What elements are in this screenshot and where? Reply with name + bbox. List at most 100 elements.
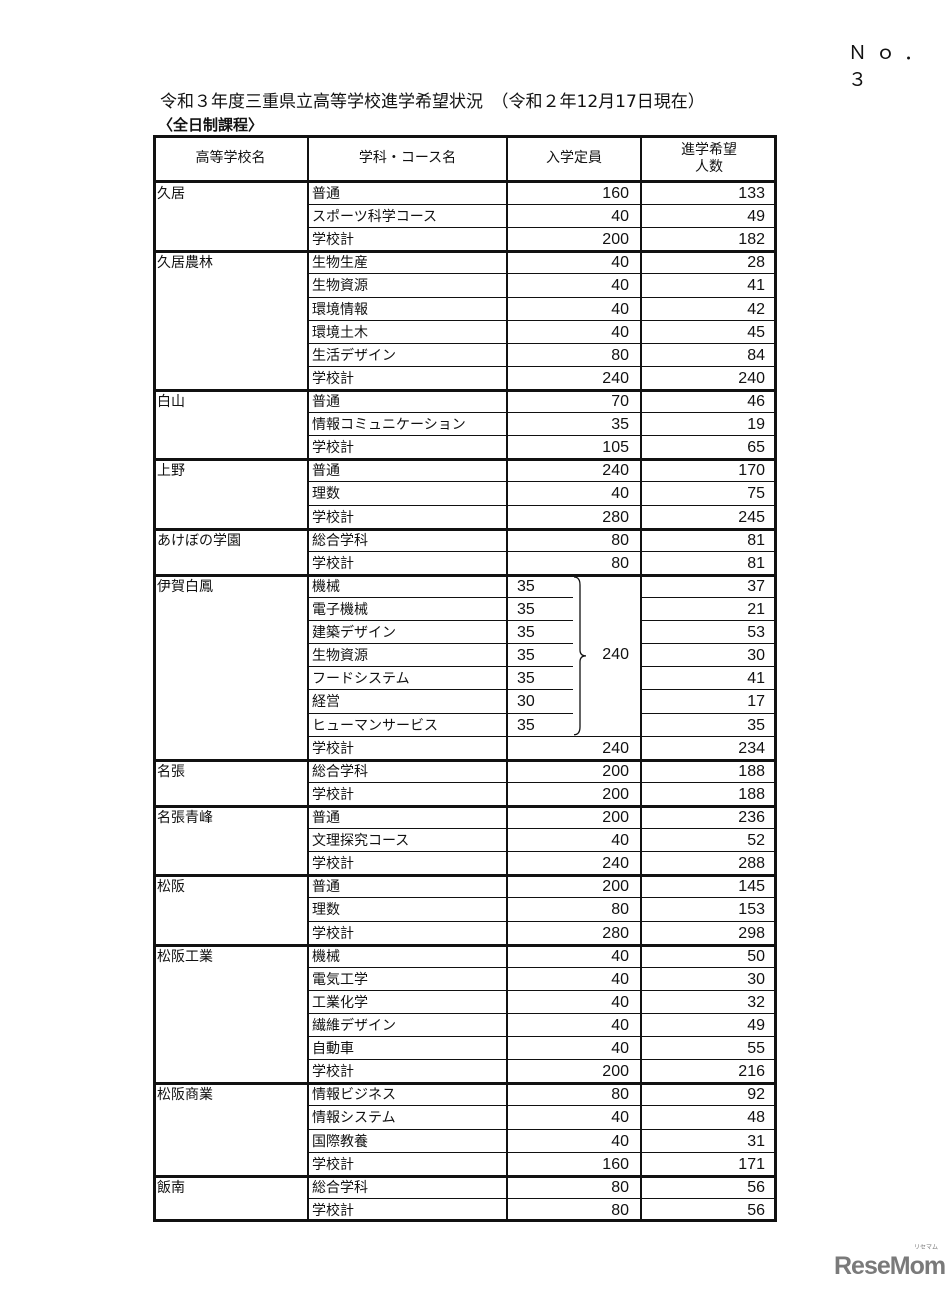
- row-line: [507, 597, 573, 598]
- row-line: [308, 851, 777, 853]
- header-cell: 学科・コース名: [358, 150, 457, 166]
- capacity-value: 200: [602, 878, 629, 896]
- course-name: 普通: [312, 463, 340, 480]
- row-line: [641, 689, 777, 691]
- school-table: 高等学校名 学科・コース名 入学定員 進学希望 人数 久居 普通 160 133 スポーツ科学コ…: [153, 135, 777, 1222]
- applicants-value: 37: [747, 577, 765, 595]
- row-line: [308, 342, 777, 344]
- capacity-value: 40: [611, 300, 629, 318]
- applicants-value: 19: [747, 416, 765, 434]
- applicants-value: 50: [747, 947, 765, 965]
- capacity-value: 200: [602, 1063, 629, 1081]
- applicants-value: 32: [747, 993, 765, 1011]
- row-line: [308, 897, 777, 899]
- row-line: [308, 319, 777, 321]
- capacity-value: 40: [611, 1132, 629, 1150]
- row-line: [641, 712, 777, 714]
- group-capacity-value: 240: [602, 646, 629, 664]
- row-line: [641, 597, 777, 598]
- applicants-value: 153: [738, 901, 765, 919]
- school-divider: [153, 805, 777, 808]
- school-name: 松阪: [157, 879, 185, 896]
- course-name: 工業化学: [312, 994, 368, 1011]
- school-divider: [153, 573, 777, 577]
- capacity-value: 35: [517, 647, 535, 665]
- course-name: スポーツ科学コース: [312, 209, 438, 226]
- applicants-value: 41: [747, 277, 765, 295]
- school-name: 名張青峰: [157, 810, 213, 826]
- row-line: [308, 365, 777, 367]
- school-divider: [153, 1082, 777, 1086]
- row-line: [308, 504, 777, 506]
- applicants-value: 234: [738, 739, 765, 757]
- capacity-value: 80: [611, 531, 629, 549]
- school-name: あけぼの学園: [157, 532, 241, 549]
- header-cell: 入学定員: [546, 150, 602, 166]
- course-name: 学校計: [312, 856, 354, 873]
- row-line: [507, 689, 573, 691]
- school-divider: [153, 874, 777, 878]
- row-line: [308, 735, 777, 737]
- applicants-value: 49: [747, 208, 765, 226]
- course-name: フードシステム: [312, 671, 410, 688]
- capacity-value: 35: [517, 601, 535, 618]
- row-line: [308, 273, 777, 275]
- school-divider: [153, 458, 777, 462]
- course-name: 普通: [312, 186, 340, 202]
- capacity-value: 40: [611, 832, 629, 850]
- resemom-logo: リセマム ReseMom: [834, 1244, 946, 1280]
- applicants-value: 65: [747, 439, 765, 457]
- applicants-value: 56: [747, 1178, 765, 1196]
- capacity-value: 40: [611, 1040, 629, 1058]
- row-line: [308, 481, 777, 483]
- course-name: 生物生産: [312, 255, 368, 272]
- applicants-value: 52: [747, 832, 765, 850]
- capacity-value: 160: [602, 1155, 629, 1173]
- applicants-value: 48: [747, 1109, 765, 1127]
- course-name: 学校計: [312, 925, 354, 942]
- course-name: 電気工学: [312, 971, 368, 988]
- school-divider: [153, 943, 777, 947]
- applicants-value: 35: [747, 716, 765, 734]
- page-number: Ｎｏ．３: [848, 42, 933, 91]
- capacity-value: 40: [611, 947, 629, 965]
- capacity-value: 280: [602, 924, 629, 942]
- brace-icon: [573, 576, 587, 736]
- capacity-value: 40: [611, 1017, 629, 1034]
- capacity-value: 40: [611, 993, 629, 1011]
- applicants-value: 92: [747, 1086, 765, 1104]
- course-name: 総合学科: [312, 532, 368, 549]
- row-line: [308, 712, 507, 714]
- applicants-value: 171: [738, 1155, 765, 1173]
- school-name: 名張: [157, 763, 185, 780]
- school-name: 松阪商業: [157, 1087, 213, 1104]
- applicants-value: 75: [747, 485, 765, 503]
- course-name: 普通: [312, 879, 340, 896]
- course-name: 経営: [312, 694, 340, 711]
- capacity-value: 80: [611, 1201, 629, 1219]
- capacity-value: 35: [517, 716, 535, 734]
- row-line: [308, 1059, 777, 1061]
- column-divider: [307, 135, 309, 1222]
- applicants-value: 53: [747, 624, 765, 642]
- row-line: [308, 227, 777, 229]
- row-line: [308, 1128, 777, 1130]
- school-name: 白山: [157, 394, 185, 410]
- course-name: ヒューマンサービス: [312, 717, 438, 734]
- header-divider: [153, 180, 777, 183]
- capacity-value: 40: [611, 970, 629, 988]
- course-name: 建築デザイン: [312, 625, 396, 642]
- row-line: [308, 1105, 777, 1107]
- course-name: 繊維デザイン: [312, 1018, 396, 1034]
- capacity-value: 240: [602, 855, 629, 873]
- row-line: [308, 666, 507, 668]
- capacity-value: 40: [611, 1109, 629, 1127]
- course-name: 学校計: [312, 1202, 354, 1219]
- course-name: 学校計: [312, 232, 354, 249]
- school-divider: [153, 389, 777, 392]
- applicants-value: 188: [738, 762, 765, 780]
- applicants-value: 41: [747, 670, 765, 688]
- row-line: [308, 920, 777, 922]
- course-name: 自動車: [312, 1041, 354, 1058]
- row-line: [308, 412, 777, 414]
